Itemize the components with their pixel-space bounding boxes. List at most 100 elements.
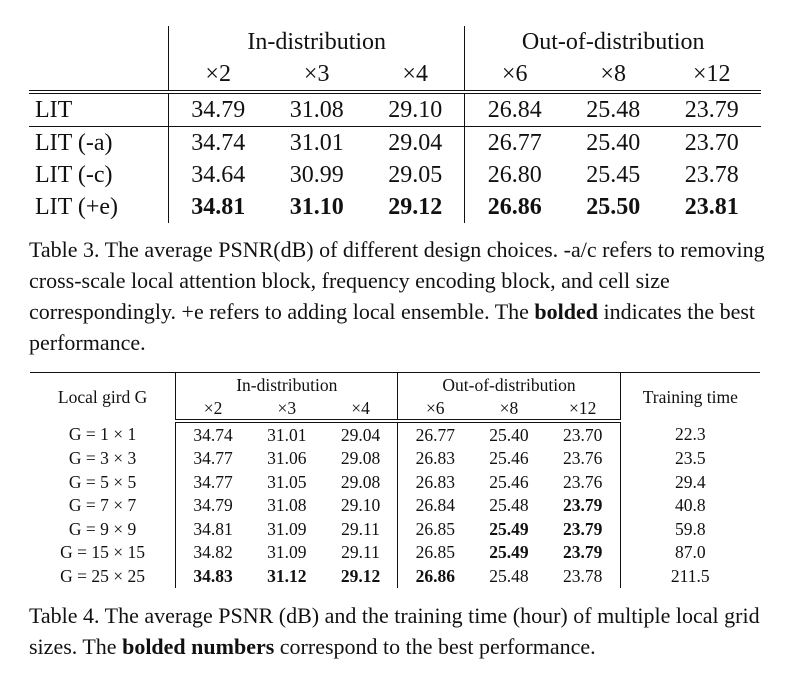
t4-scale-header: ×4 <box>323 397 398 423</box>
cell: 25.48 <box>563 92 663 127</box>
t3-scale-header: ×12 <box>662 58 761 94</box>
cell: 23.79 <box>662 92 761 127</box>
cell: 26.77 <box>464 126 564 159</box>
table-row: G = 5 × 5 34.77 31.05 29.08 26.83 25.46 23.76 2… <box>30 470 760 494</box>
cell: 23.79 <box>563 542 603 563</box>
cell: 87.0 <box>619 540 760 564</box>
cell: 23.79 <box>563 518 603 539</box>
cell: 23.76 <box>563 448 603 469</box>
cell: 34.79 <box>175 493 250 517</box>
cell: 34.74 <box>167 126 268 159</box>
cell: 23.81 <box>684 194 739 220</box>
cell: 29.12 <box>340 565 381 586</box>
cell: 34.81 <box>167 191 268 223</box>
cell: 40.8 <box>619 493 760 517</box>
cell: 25.50 <box>586 194 641 220</box>
row-label: G = 7 × 7 <box>68 495 137 516</box>
cell: 29.10 <box>340 495 381 516</box>
cell: 34.83 <box>175 564 250 588</box>
cell: 23.76 <box>563 471 603 492</box>
cell: 25.40 <box>586 130 641 156</box>
cell: 34.77 <box>175 446 250 470</box>
cell: 29.11 <box>341 518 380 539</box>
cell: 59.8 <box>619 517 760 541</box>
cell: 25.49 <box>489 518 529 539</box>
t3-scale-header: ×8 <box>563 58 663 94</box>
table-row: LIT 34.79 31.08 29.10 26.84 25.48 23.79 <box>29 92 761 127</box>
cell: 34.77 <box>175 470 250 494</box>
row-label: G = 5 × 5 <box>68 471 137 492</box>
cell: 25.46 <box>489 448 529 469</box>
t4-group-out: Out-of-distribution <box>397 372 621 397</box>
table-row: LIT (+e) 34.81 31.10 29.12 26.86 25.50 2… <box>29 191 761 223</box>
cell: 34.82 <box>175 540 250 564</box>
t3-scale-header: ×6 <box>464 58 564 94</box>
row-label: LIT (-a) <box>35 130 113 156</box>
t3-scale-header: ×2 <box>167 58 268 94</box>
t4-scale-header: ×12 <box>545 397 621 423</box>
table-3: In-distribution Out-of-distribution ×2 ×… <box>29 26 761 223</box>
t4-scale-header: ×2 <box>175 397 250 423</box>
cell: 31.05 <box>267 471 307 492</box>
cell: 29.08 <box>340 471 381 492</box>
cell: 29.04 <box>340 424 381 445</box>
cell: 29.04 <box>388 130 443 156</box>
t4-scale-header: ×6 <box>397 397 473 423</box>
cell: 31.10 <box>289 194 344 220</box>
cell: 31.01 <box>289 130 344 156</box>
cell: 31.01 <box>267 424 307 445</box>
cell: 31.09 <box>267 518 307 539</box>
table-4-caption: Table 4. The average PSNR (dB) and the t… <box>29 603 760 659</box>
cell: 25.40 <box>489 424 529 445</box>
cell: 23.70 <box>563 424 603 445</box>
table-row: G = 1 × 1 34.74 31.01 29.04 26.77 25.40 23.70 2… <box>30 421 760 447</box>
cell: 23.78 <box>684 162 739 188</box>
cell: 31.09 <box>267 542 307 563</box>
cell: 25.48 <box>489 565 529 586</box>
cell: 31.08 <box>267 92 366 127</box>
table-row: G = 7 × 7 34.79 31.08 29.10 26.84 25.48 23.79 4… <box>30 493 760 517</box>
cell: 23.5 <box>619 446 760 470</box>
cell: 26.84 <box>397 493 473 517</box>
table-row: LIT (-c) 34.64 30.99 29.05 26.80 25.45 2… <box>29 159 761 191</box>
row-label: LIT <box>29 92 169 127</box>
table-row: G = 15 × 15 34.82 31.09 29.11 26.85 25.49 23.7… <box>30 540 760 564</box>
cell: 31.12 <box>267 565 307 586</box>
cell: 29.10 <box>365 92 465 127</box>
cell: 26.86 <box>397 564 473 588</box>
cell: 26.85 <box>397 540 473 564</box>
row-label: G = 1 × 1 <box>68 423 137 444</box>
t4-scale-header: ×3 <box>249 397 324 423</box>
table-row: LIT (-a) 34.74 31.01 29.04 26.77 25.40 2… <box>29 126 761 159</box>
cell: 25.45 <box>586 162 641 188</box>
cell: 29.05 <box>388 162 443 188</box>
t3-scale-header: ×4 <box>365 58 465 94</box>
cell: 26.83 <box>397 470 473 494</box>
row-label: G = 25 × 25 <box>60 565 146 586</box>
row-label: G = 9 × 9 <box>68 518 137 539</box>
cell: 34.64 <box>167 159 268 191</box>
cell: 25.49 <box>489 542 529 563</box>
cell: 23.79 <box>563 495 603 516</box>
table-4: Local gird G In-distribution Out-of-dist… <box>30 372 760 588</box>
t4-body: G = 1 × 1 34.74 31.01 29.04 26.77 25.40 23.70 2… <box>30 421 760 588</box>
cell: 26.85 <box>397 517 473 541</box>
cell: 23.78 <box>563 565 603 586</box>
cell: 26.77 <box>397 421 473 447</box>
cell: 31.08 <box>267 495 307 516</box>
cell: 26.83 <box>397 446 473 470</box>
cell: 211.5 <box>619 564 760 588</box>
row-label: LIT (-c) <box>35 162 113 188</box>
t3-group-out: Out-of-distribution <box>464 26 761 58</box>
cell: 30.99 <box>289 162 344 188</box>
cell: 29.4 <box>619 470 760 494</box>
row-label: G = 15 × 15 <box>60 542 146 563</box>
cell: 34.74 <box>175 421 250 447</box>
cell: 29.12 <box>388 194 443 220</box>
t3-scale-header: ×3 <box>267 58 366 94</box>
cell: 26.84 <box>464 92 564 127</box>
cell: 34.81 <box>175 517 250 541</box>
row-label: LIT (+e) <box>35 194 119 220</box>
table-row: G = 25 × 25 34.83 31.12 29.12 26.86 25.48 23.7… <box>30 564 760 588</box>
t3-corner <box>29 26 168 58</box>
